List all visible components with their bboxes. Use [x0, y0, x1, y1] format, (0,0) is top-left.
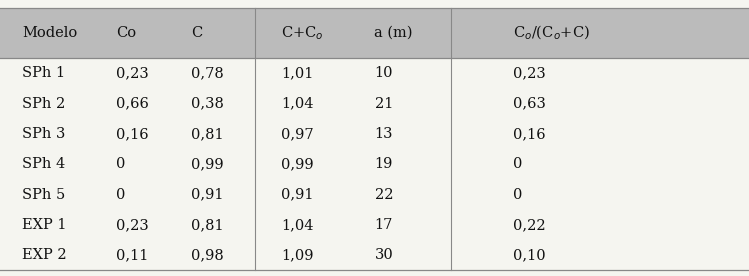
Text: SPh 3: SPh 3 [22, 127, 66, 141]
Text: 0,78: 0,78 [191, 66, 224, 80]
Text: 0: 0 [513, 188, 523, 201]
Text: 0: 0 [116, 157, 126, 171]
Text: 0,99: 0,99 [191, 157, 224, 171]
Text: 1,01: 1,01 [281, 66, 313, 80]
Text: EXP 2: EXP 2 [22, 248, 67, 262]
Text: 0,23: 0,23 [513, 66, 546, 80]
Text: EXP 1: EXP 1 [22, 218, 67, 232]
Text: 0,38: 0,38 [191, 97, 224, 110]
Text: 0,91: 0,91 [281, 188, 313, 201]
Text: 1,04: 1,04 [281, 218, 313, 232]
Text: 0,97: 0,97 [281, 127, 314, 141]
Text: 0,11: 0,11 [116, 248, 148, 262]
Text: C: C [191, 26, 202, 40]
Text: SPh 5: SPh 5 [22, 188, 66, 201]
Text: 0: 0 [116, 188, 126, 201]
Text: 0,81: 0,81 [191, 127, 224, 141]
Text: a (m): a (m) [374, 26, 413, 40]
Bar [0, 8, 749, 58]
Text: 0,22: 0,22 [513, 218, 546, 232]
Text: SPh 4: SPh 4 [22, 157, 66, 171]
Text: 0,66: 0,66 [116, 97, 149, 110]
Text: 0,16: 0,16 [116, 127, 149, 141]
Text: 0,63: 0,63 [513, 97, 546, 110]
Text: 0: 0 [513, 157, 523, 171]
Text: 19: 19 [374, 157, 393, 171]
Text: 13: 13 [374, 127, 393, 141]
Text: 30: 30 [374, 248, 393, 262]
Text: 0,81: 0,81 [191, 218, 224, 232]
Text: 0,23: 0,23 [116, 66, 149, 80]
Text: SPh 1: SPh 1 [22, 66, 66, 80]
Text: 0,91: 0,91 [191, 188, 223, 201]
Text: 21: 21 [374, 97, 393, 110]
Text: SPh 2: SPh 2 [22, 97, 66, 110]
Text: 0,16: 0,16 [513, 127, 546, 141]
Text: 0,98: 0,98 [191, 248, 224, 262]
Text: 1,04: 1,04 [281, 97, 313, 110]
Text: C$_o$/(C$_o$+C): C$_o$/(C$_o$+C) [513, 24, 590, 42]
Text: 17: 17 [374, 218, 393, 232]
Text: 22: 22 [374, 188, 393, 201]
Text: 0,99: 0,99 [281, 157, 314, 171]
Text: Co: Co [116, 26, 136, 40]
Text: 1,09: 1,09 [281, 248, 313, 262]
Text: Modelo: Modelo [22, 26, 78, 40]
Text: 0,23: 0,23 [116, 218, 149, 232]
Text: C+C$_o$: C+C$_o$ [281, 24, 324, 42]
Text: 10: 10 [374, 66, 393, 80]
Text: 0,10: 0,10 [513, 248, 546, 262]
